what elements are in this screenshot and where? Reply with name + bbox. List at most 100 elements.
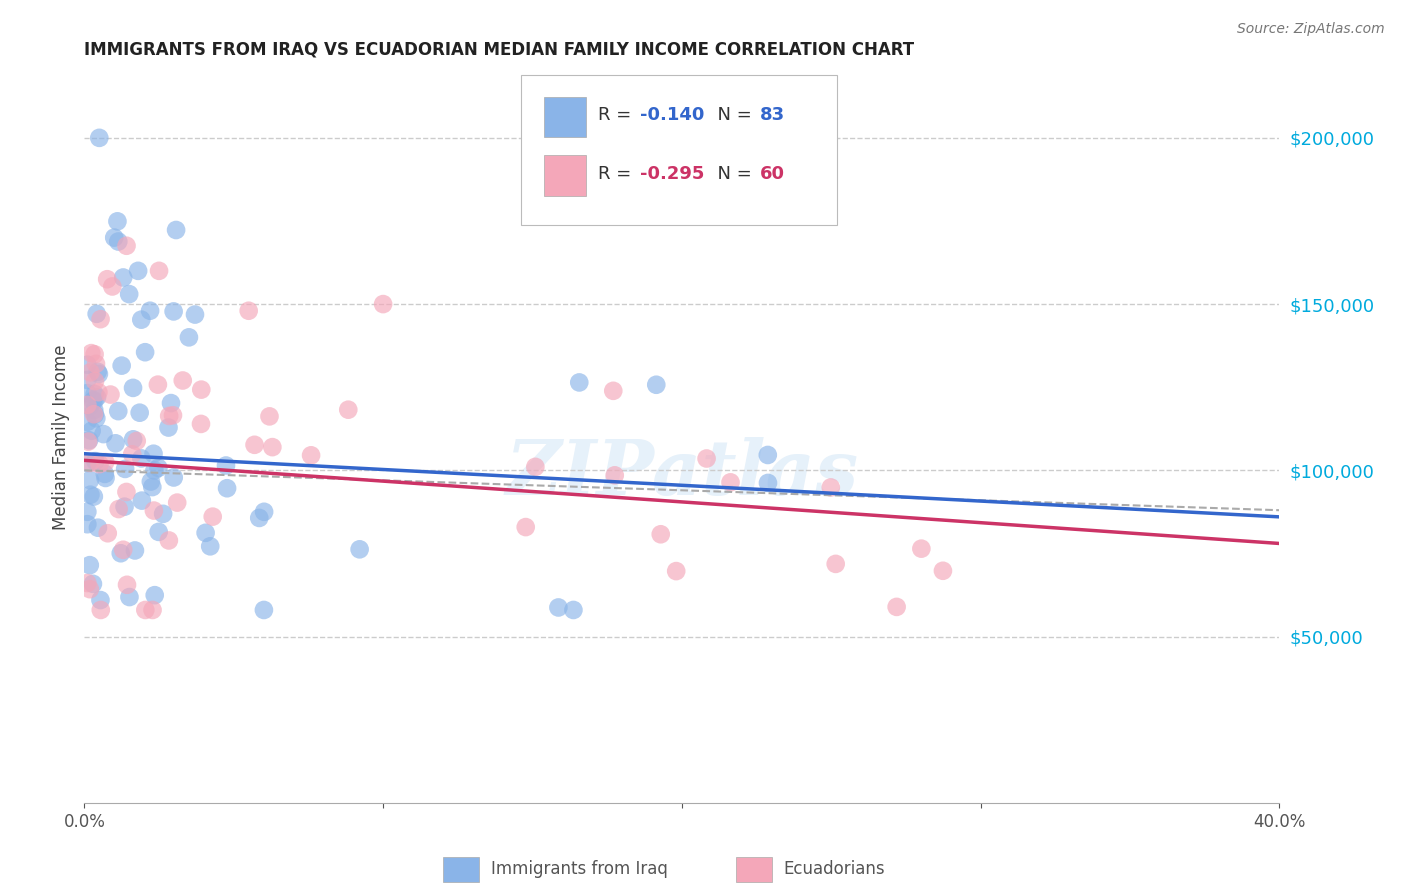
Point [134,603,156,617]
Point [547,600,569,615]
Point [111,359,134,373]
Point [141,480,163,494]
Point [172,374,194,388]
Point [103,230,125,244]
Point [87,521,110,535]
Point [87,385,110,400]
Point [83,490,105,504]
Text: 83: 83 [759,106,785,124]
Point [76,576,98,591]
Point [200,539,222,553]
Point [756,448,779,462]
Point [720,475,742,490]
Point [373,297,395,311]
Point [148,524,170,539]
FancyBboxPatch shape [544,97,586,137]
FancyBboxPatch shape [443,857,479,882]
Point [131,312,153,326]
Point [86,390,108,404]
Text: ZIPatlas: ZIPatlas [505,437,859,510]
Point [79,558,101,573]
Point [259,409,281,424]
Point [89,131,111,145]
Point [142,603,165,617]
Text: -0.295: -0.295 [640,165,704,183]
Point [118,287,141,301]
Point [115,239,138,253]
Point [89,593,111,607]
Point [262,440,284,454]
Point [139,475,162,489]
Text: R =: R = [599,106,637,124]
Point [96,272,118,286]
Point [515,520,537,534]
Point [114,462,136,476]
Point [118,590,141,604]
Point [82,577,104,591]
Point [80,424,103,438]
Point [131,493,153,508]
Point [79,582,101,597]
Point [201,509,224,524]
Point [112,270,135,285]
Point [115,485,138,500]
Point [162,304,184,318]
Text: 60: 60 [759,165,785,183]
Point [122,381,145,395]
FancyBboxPatch shape [520,75,838,225]
Point [76,373,98,387]
Point [83,393,105,408]
Text: Ecuadorians: Ecuadorians [783,860,886,878]
Point [77,434,100,448]
Point [79,399,101,413]
Point [148,264,170,278]
Point [124,543,146,558]
Point [886,599,908,614]
Point [603,468,626,483]
Point [107,214,129,228]
Point [166,495,188,509]
Point [121,447,143,461]
FancyBboxPatch shape [544,155,586,195]
Point [112,542,135,557]
Point [157,533,180,548]
Point [89,457,111,471]
Text: IMMIGRANTS FROM IRAQ VS ECUADORIAN MEDIAN FAMILY INCOME CORRELATION CHART: IMMIGRANTS FROM IRAQ VS ECUADORIAN MEDIA… [84,41,914,59]
Point [76,386,98,401]
Point [107,235,129,249]
Point [190,417,212,431]
Point [76,456,98,470]
Point [142,503,165,517]
Point [299,448,322,462]
Point [110,546,132,560]
Point [84,357,107,371]
Point [93,427,115,442]
Point [87,367,110,381]
Point [165,223,187,237]
Point [820,480,842,494]
Point [910,541,932,556]
Point [238,303,260,318]
FancyBboxPatch shape [735,857,772,882]
Point [190,383,212,397]
Point [650,527,672,541]
Point [139,303,162,318]
Point [152,507,174,521]
Point [163,470,186,484]
Text: Source: ZipAtlas.com: Source: ZipAtlas.com [1237,22,1385,37]
Text: N =: N = [706,165,758,183]
Point [243,438,266,452]
Point [824,557,846,571]
Point [217,481,239,495]
Point [83,403,105,417]
Text: Immigrants from Iraq: Immigrants from Iraq [491,860,668,878]
Point [122,433,145,447]
Point [665,564,688,578]
Point [696,451,718,466]
Point [160,396,183,410]
Point [568,376,591,390]
Point [157,420,180,434]
Point [157,409,180,423]
Point [79,473,101,487]
Point [76,505,98,519]
